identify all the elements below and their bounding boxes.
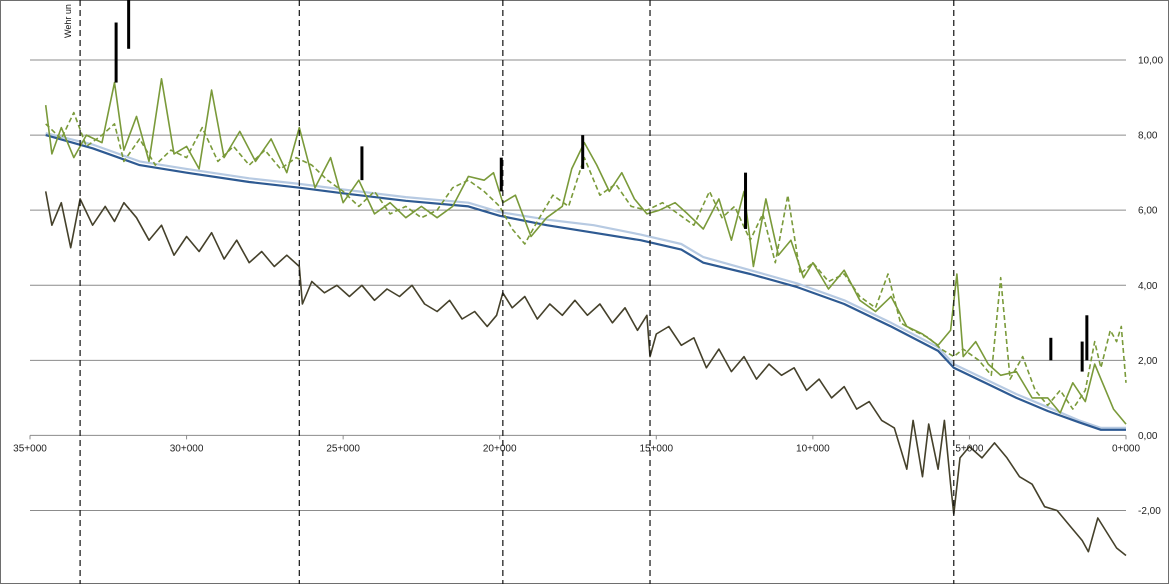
y-tick-label: 2,00 (1138, 356, 1158, 367)
series-line-4 (45, 111, 1127, 410)
x-tick-label: 15+000 (639, 443, 673, 454)
structure-markers (114, 0, 1089, 372)
x-tick-label: 25+000 (326, 443, 360, 454)
x-tick-label: 20+000 (483, 443, 517, 454)
series-layer (44, 78, 1127, 557)
series-line-2 (45, 134, 1126, 431)
y-tick-label: 4,00 (1138, 281, 1158, 292)
x-tick-label: 0+000 (1112, 443, 1141, 454)
tick-labels: -2,00 0,00 2,00 4,00 6,00 8,00 10,00 35+000 30+0… (13, 56, 1163, 517)
y-tick-label: -2,00 (1138, 506, 1161, 517)
y-tick-label: 6,00 (1138, 206, 1158, 217)
x-tick-label: 10+000 (796, 443, 830, 454)
gridlines (29, 59, 1127, 511)
y-tick-label: 0,00 (1138, 431, 1158, 442)
section-divider-lines: Wehr un (63, 0, 955, 584)
y-tick-label: 8,00 (1138, 131, 1158, 142)
series-line-5 (44, 191, 1127, 557)
section-label: Wehr un (63, 4, 73, 38)
y-tick-label: 10,00 (1138, 56, 1163, 67)
series-line-3 (44, 78, 1127, 425)
series-line-1 (45, 132, 1126, 429)
x-tick-label: 30+000 (170, 443, 204, 454)
x-tick-label: 35+000 (13, 443, 47, 454)
x-tick-label: 5+000 (955, 443, 984, 454)
